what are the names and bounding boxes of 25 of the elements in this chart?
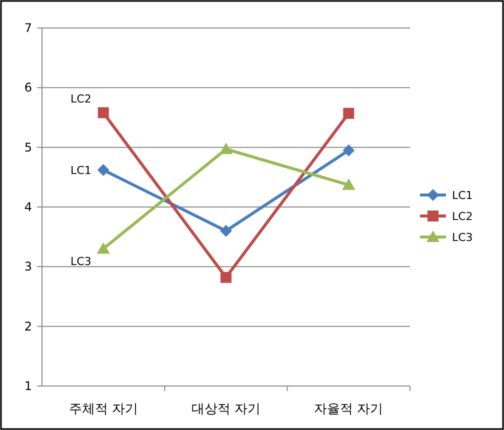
point [342, 144, 355, 156]
point [220, 272, 232, 283]
legend-label: LC3 [452, 231, 473, 244]
y-tick-label: 3 [24, 260, 32, 274]
text: LC2 [70, 92, 92, 106]
point [96, 242, 110, 254]
y-tick-label: 4 [24, 200, 32, 214]
text: LC3 [70, 254, 92, 268]
y-tick-label: 6 [24, 80, 32, 95]
x-tick-label: 자율적 자기 [314, 402, 384, 417]
y-tick-label: 5 [24, 140, 32, 154]
point [220, 142, 232, 154]
x-tick-label: 대상적 자기 [191, 402, 261, 417]
y-tick-label: 2 [24, 319, 32, 334]
point [220, 224, 232, 237]
text: LC1 [70, 164, 92, 178]
point [98, 107, 109, 118]
legend-label: LC1 [452, 189, 473, 202]
point [342, 178, 356, 190]
x-tick-label: 주체적 자기 [68, 402, 138, 417]
point [343, 108, 354, 119]
y-tick-label: 7 [24, 21, 32, 35]
legend-label: LC2 [452, 210, 473, 223]
point [97, 164, 110, 176]
y-tick-label: 1 [24, 379, 32, 393]
